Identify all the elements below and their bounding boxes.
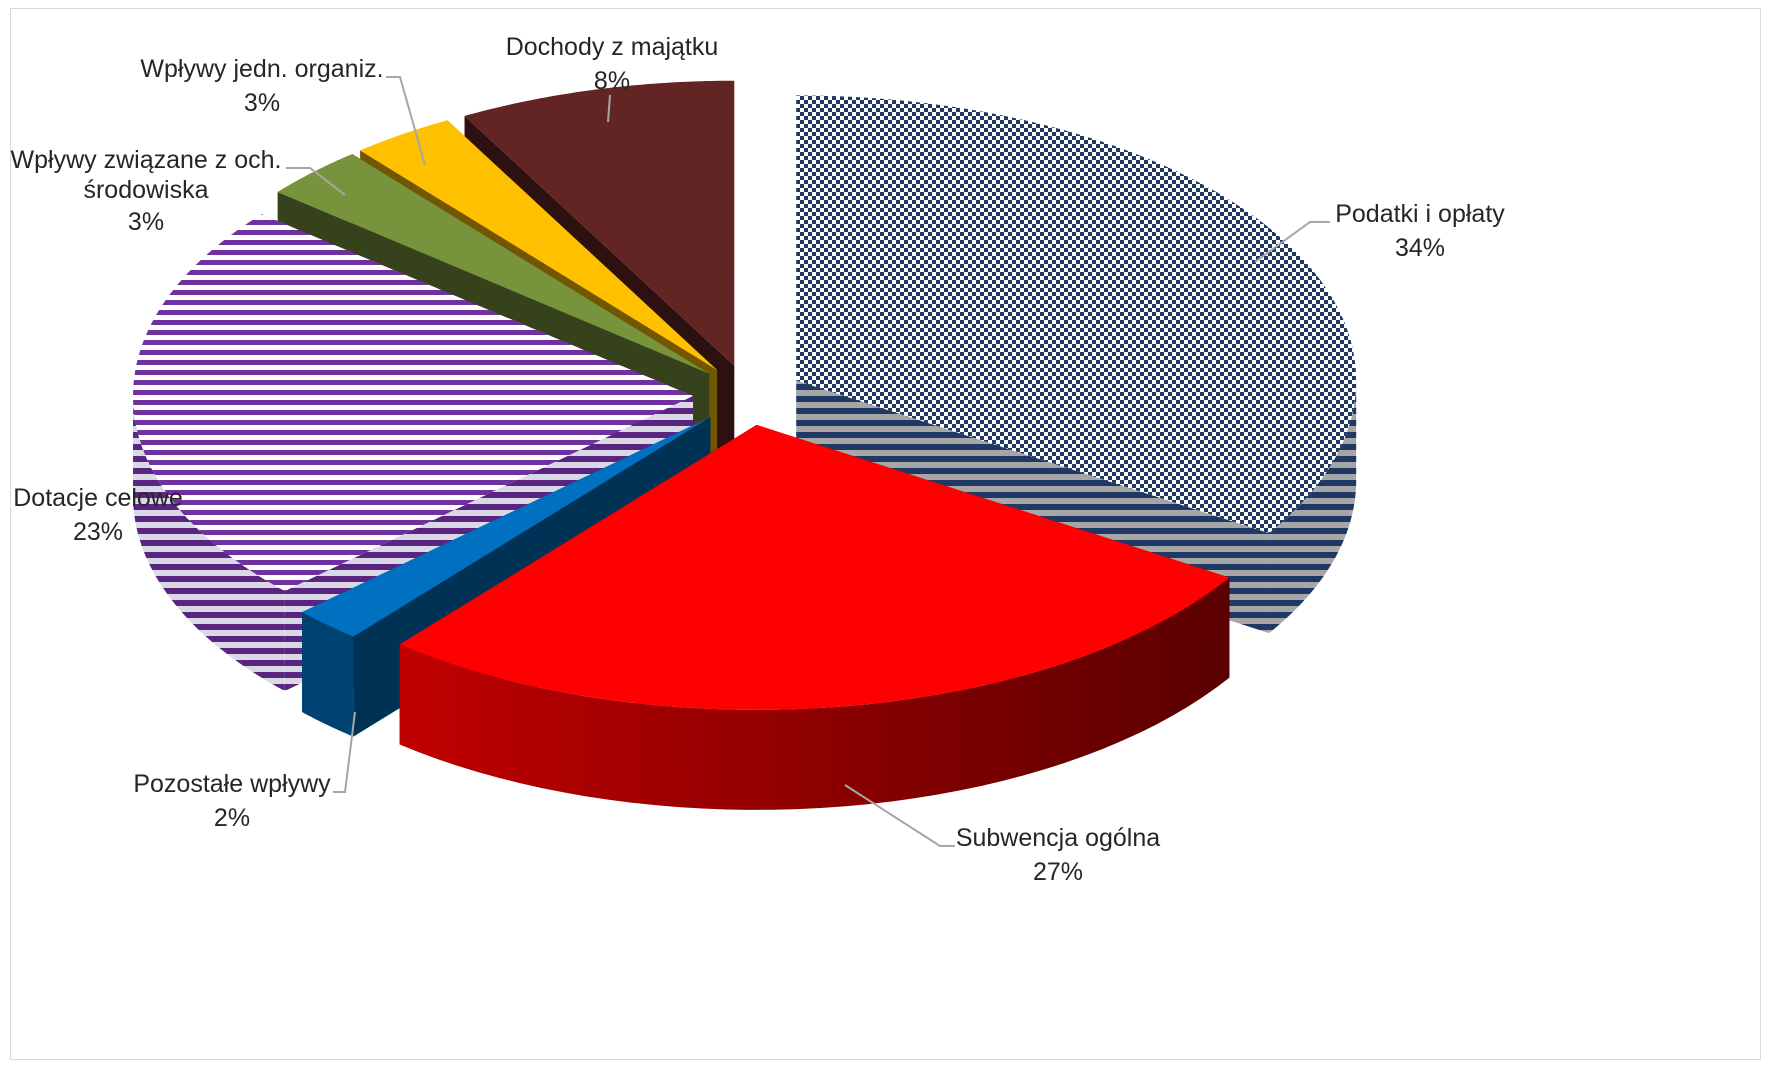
label-srodowisko-line1: Wpływy związane z och. [11,146,282,174]
value-podatki: 34% [1395,234,1445,262]
slice-dotacje-celowe-wall [133,395,285,692]
slice-podatki-i-oplaty-top [796,95,1357,534]
slice-subwencja-ogolna-top [399,424,1230,710]
leader-line-pozostale [333,711,356,793]
label-srodowisko-line2: środowiska [83,176,208,204]
label-majatek: Dochody z majątku [506,33,719,61]
slice-wplywy-zwiazane-z-och-srodowiska-top [277,154,710,374]
leader-line-podatki [1254,221,1330,263]
label-jedn: Wpływy jedn. organiz. [140,55,383,83]
value-majatek: 8% [594,67,630,95]
leader-line-subwencja [844,784,955,847]
slice-podatki-i-oplaty-wall [1269,380,1357,634]
slice-pozostale-wplywy-side-end [302,417,711,713]
slice-wplywy-jedn-organiz-top [360,120,718,370]
value-pozostale: 2% [214,804,250,832]
value-jedn: 3% [244,89,280,117]
slice-dochody-z-majatku-top [464,80,735,366]
label-pozostale: Pozostałe wpływy [133,770,331,798]
leader-line-srodowisko [286,167,346,196]
label-dotacje: Dotacje celowe [13,484,183,512]
label-subwencja: Subwencja ogólna [956,824,1160,852]
slice-pozostale-wplywy-wall [302,612,354,737]
leader-line-majatek [607,94,611,123]
slice-subwencja-ogolna-wall [399,577,1230,810]
label-podatki: Podatki i opłaty [1335,200,1505,228]
leader-line-jedn [386,76,426,166]
value-srodowisko: 3% [128,208,164,236]
slice-subwencja-ogolna [399,424,1230,810]
slice-pozostale-wplywy-top [302,417,711,637]
value-dotacje: 23% [73,518,123,546]
value-subwencja: 27% [1033,858,1083,886]
slice-dotacje-celowe-top [133,214,694,592]
